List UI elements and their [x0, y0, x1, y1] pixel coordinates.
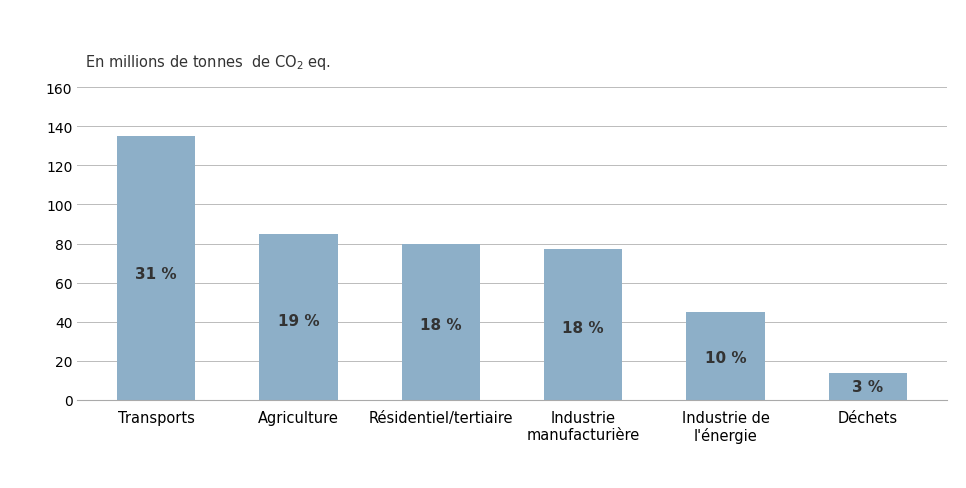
Bar — [829, 373, 907, 400]
Bar — [544, 250, 622, 400]
Bar — [117, 137, 195, 400]
Text: 10 %: 10 % — [705, 350, 747, 366]
Bar — [687, 312, 765, 400]
Text: En millions de tonnes  de CO$_2$ eq.: En millions de tonnes de CO$_2$ eq. — [85, 53, 330, 72]
Bar — [402, 244, 480, 400]
Text: 3 %: 3 % — [852, 380, 884, 394]
Text: 18 %: 18 % — [562, 321, 604, 335]
Bar — [259, 234, 337, 400]
Text: 18 %: 18 % — [420, 318, 462, 333]
Text: 31 %: 31 % — [135, 266, 177, 281]
Text: 19 %: 19 % — [277, 313, 319, 328]
